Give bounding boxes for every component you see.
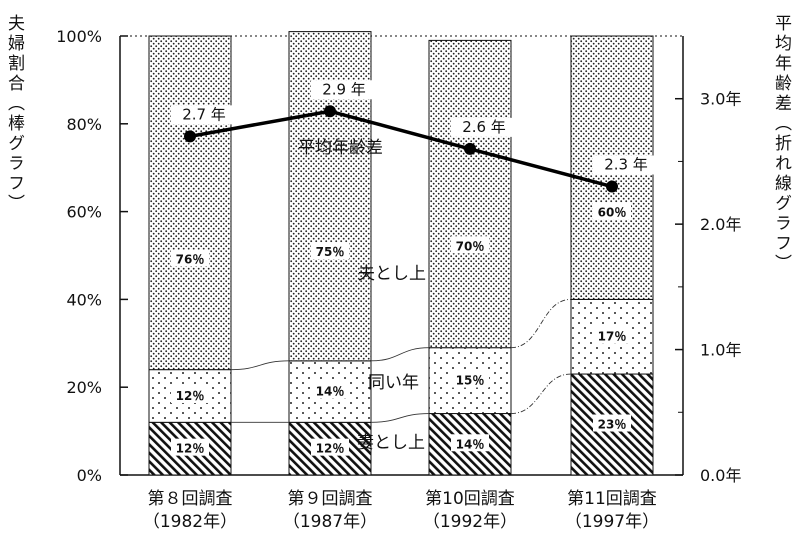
age-gap-point [464,142,476,155]
y-axis-right: 0.0年 1.0年 2.0年 3.0年 [675,90,741,485]
category-year-label: （1987年） [283,512,377,532]
age-gap-point [606,180,618,193]
age-gap-label: 2.9 年 [322,80,366,98]
age-gap-label: 2.7 年 [182,105,226,123]
age-gap-label-backing [593,155,659,175]
bar-label-backing [171,385,209,403]
bar-label-older-husband: 75％ [316,245,345,259]
y-axis-left: 0% 20% 40% 60% 80% 100% [56,27,128,485]
category-year-label: （1997年） [565,512,659,532]
bar-label-backing [593,326,631,344]
bar-label-backing [593,202,631,220]
age-gap-label-backing [311,80,377,100]
category-year-label: （1992年） [423,512,517,532]
y-right-tick-label: 2.0年 [700,215,741,234]
y-right-tick-label: 3.0年 [700,90,741,109]
annotation-age-gap: 平均年齢差 [298,138,383,158]
age-gap-label: 2.6 年 [462,118,506,136]
bar-label-older-husband: 76％ [176,253,205,267]
category-label: 第９回調査 [288,489,373,509]
annotation-older-husband: 夫とし上 [358,264,426,284]
bar-label-backing [311,242,349,260]
category-year-label: （1982年） [143,512,237,532]
age-gap-line [189,109,613,189]
bar-label-same-age: 15％ [456,374,485,388]
segment-connector [370,347,430,362]
bar-label-same-age: 17％ [598,330,627,344]
segment-connector [510,373,572,414]
bar-label-backing [311,381,349,399]
category-label: 第10回調査 [425,489,515,509]
bar-segment-older-husband [148,35,232,371]
x-axis-categories: 第８回調査 （1982年） 第９回調査 （1987年） 第10回調査 （1992年） 第11… [143,489,659,532]
bar-label-backing [451,370,489,388]
y-left-tick-label: 80% [66,115,102,134]
annotation-same-age: 同い年 [368,373,419,393]
segment-connectors [230,298,572,423]
segment-connector [230,360,290,371]
bar-label-same-age: 12％ [176,389,205,403]
bar-label-older-wife: 12％ [316,442,345,456]
y-left-tick-label: 60% [66,203,102,222]
annotation-older-wife: 妻とし上 [357,433,425,453]
bar-label-older-wife: 14％ [456,437,485,451]
bar-label-older-husband: 60％ [598,205,627,219]
stacked-bars: 12％ 12％ 76％ 12％ 14％ 75％ 14％ 15％ 70％ 23％ 17％ 60％ [148,31,654,476]
category-label: 第８回調査 [148,489,233,509]
age-gap-point [324,105,336,118]
bar-label-backing [311,438,349,456]
bar-label-backing [171,438,209,456]
average-age-gap-line: 2.7 年 2.9 年 2.6 年 2.3 年 [171,80,659,193]
bar-label-backing [593,414,631,432]
y-left-tick-label: 40% [66,290,102,309]
y-left-tick-label: 0% [77,466,102,485]
y-axis-right-title: 平均年齢差（折れ線グラフ） [771,14,792,274]
bar-label-backing [451,434,489,452]
bar-segment-older-husband [428,39,512,349]
y-left-tick-label: 100% [56,27,102,46]
age-gap-point [184,130,196,143]
age-gap-label: 2.3 年 [604,156,648,174]
category-label: 第11回調査 [567,489,657,509]
age-gap-label-backing [451,117,517,137]
y-right-tick-label: 0.0年 [700,466,741,485]
y-right-tick-label: 1.0年 [700,341,741,360]
y-axis-left-title: 夫婦割合（棒グラフ） [4,14,25,214]
segment-connector [370,413,430,423]
segment-connector [510,298,572,349]
bar-label-older-wife: 23％ [598,418,627,432]
bar-label-older-wife: 12％ [176,442,205,456]
y-left-tick-label: 20% [66,378,102,397]
bar-label-older-husband: 70％ [456,239,485,253]
bar-label-backing [451,236,489,254]
bar-label-same-age: 14％ [316,385,345,399]
age-gap-label-backing [171,105,237,125]
bar-label-backing [171,249,209,267]
